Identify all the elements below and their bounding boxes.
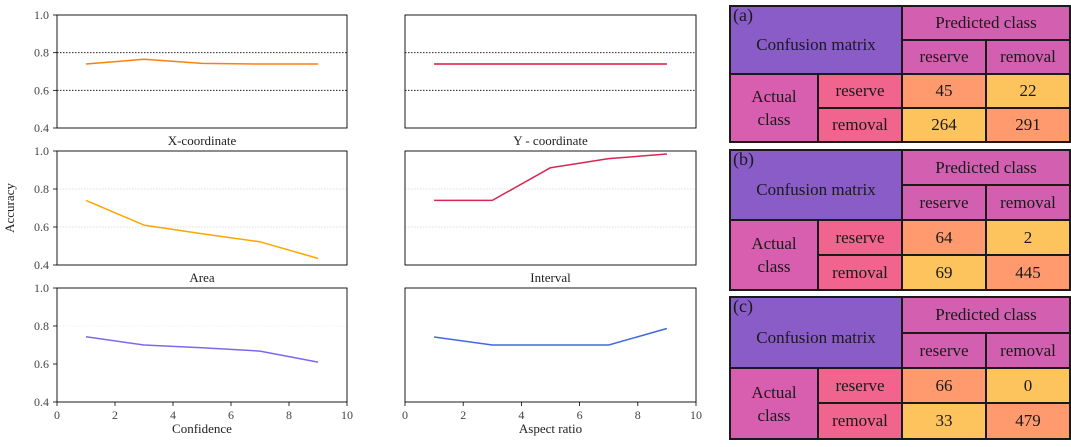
x-tick-label: 8 [635,408,641,422]
class-label: class [757,110,791,129]
row-header-removal: removal [817,402,903,440]
matrix-header: (c) Confusion matrix [729,296,903,369]
cell-r1c2: 22 [985,73,1071,109]
y-tick-label: 1.0 [34,281,49,295]
x-tick-label: 4 [518,408,524,422]
col-header-removal: removal [985,184,1071,221]
series-line [85,336,319,363]
row-header-removal: removal [817,254,903,291]
x-tick-label: 2 [460,408,466,422]
y-tick-label: 1.0 [34,8,49,22]
y-tick-label: 0.8 [34,46,49,60]
col-header-reserve: reserve [901,184,987,221]
actual-label: Actual [751,382,797,402]
matrix-header: (a) Confusion matrix [729,5,903,75]
series-line [85,199,319,260]
cell-r1c1: 64 [901,219,987,256]
y-tick-label: 0.4 [34,258,49,272]
cell-r2c1: 264 [901,107,987,143]
x-tick-label: 10 [690,408,702,422]
series-line [433,327,668,346]
y-tick-label: 0.6 [34,220,49,234]
series-line [85,58,318,65]
x-tick-label: 4 [170,408,176,422]
panel-title: Y - coordinate [513,133,588,148]
panel-tag: (b) [733,149,754,169]
predicted-class-header: Predicted class [901,5,1071,41]
y-axis-label: Accuracy [2,183,17,233]
actual-class-header: Actual class [729,73,819,143]
matrix-header: (b) Confusion matrix [729,149,903,221]
plot-frame [56,287,348,403]
row-header-reserve: reserve [817,219,903,256]
panel-title: X-coordinate [168,133,237,148]
x-axis-label: Aspect ratio [519,421,582,436]
cell-r1c1: 45 [901,73,987,109]
col-header-reserve: reserve [901,332,987,369]
cell-r1c1: 66 [901,367,987,404]
cell-r2c1: 69 [901,254,987,291]
cell-r2c2: 291 [985,107,1071,143]
row-header-reserve: reserve [817,73,903,109]
accuracy-line-charts: 1.0 0.8 0.6 0.4 X-coordinate Y - coordinate 1.… [2,8,702,436]
cell-r1c2: 0 [985,367,1071,404]
panel-title: Area [189,270,214,285]
panel-tag: (a) [733,5,753,25]
plot-frame [404,14,697,129]
panel-title: Interval [530,270,571,285]
x-tick-label: 2 [112,408,118,422]
confusion-matrix-a: (a) Confusion matrix Predicted class res… [729,5,1071,143]
panel-tag: (c) [733,296,753,316]
y-tick-label: 0.8 [34,319,49,333]
plot-frame [404,287,697,403]
predicted-class-header: Predicted class [901,296,1071,334]
confusion-matrix-label: Confusion matrix [756,35,876,54]
y-tick-label: 0.6 [34,83,49,97]
plot-frame [56,14,348,129]
confusion-matrix-c: (c) Confusion matrix Predicted class res… [729,296,1071,440]
row-header-reserve: reserve [817,367,903,404]
x-tick-label: 6 [228,408,234,422]
actual-class-header: Actual class [729,367,819,440]
y-tick-label: 1.0 [34,144,49,158]
x-tick-label: 10 [341,408,353,422]
cell-r1c2: 2 [985,219,1071,256]
x-tick-label: 0 [402,408,408,422]
class-label: class [757,405,791,425]
y-tick-label: 0.4 [34,121,49,135]
row-header-removal: removal [817,107,903,143]
x-axis-label: Confidence [172,421,232,436]
col-header-reserve: reserve [901,39,987,75]
class-label: class [757,257,791,276]
col-header-removal: removal [985,39,1071,75]
y-tick-label: 0.8 [34,182,49,196]
cell-r2c2: 479 [985,402,1071,440]
y-tick-label: 0.6 [34,357,49,371]
plot-frame [404,150,697,266]
confusion-matrix-label: Confusion matrix [756,180,876,199]
confusion-matrix-label: Confusion matrix [756,327,876,347]
confusion-matrix-b: (b) Confusion matrix Predicted class res… [729,149,1071,291]
col-header-removal: removal [985,332,1071,369]
actual-class-header: Actual class [729,219,819,291]
plot-frame [56,150,348,266]
actual-label: Actual [751,87,797,106]
x-tick-label: 6 [577,408,583,422]
predicted-class-header: Predicted class [901,149,1071,186]
x-tick-label: 0 [54,408,60,422]
cell-r2c2: 445 [985,254,1071,291]
actual-label: Actual [751,234,797,253]
x-tick-label: 8 [286,408,292,422]
series-line [434,153,667,202]
cell-r2c1: 33 [901,402,987,440]
y-tick-label: 0.4 [34,395,49,409]
